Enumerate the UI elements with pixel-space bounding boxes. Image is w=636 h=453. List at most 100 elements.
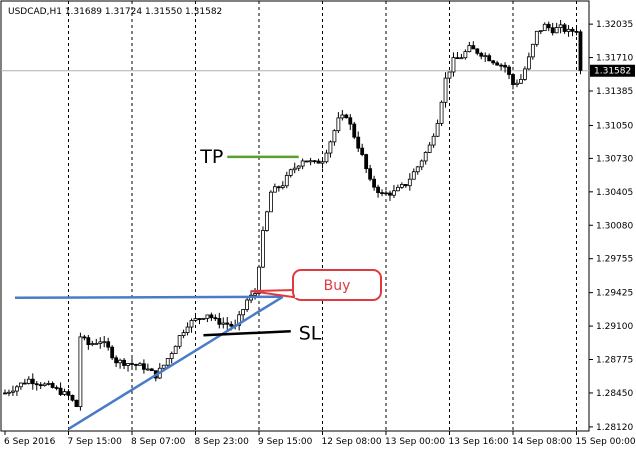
x-tick-label: 13 Sep 16:00 [449,437,509,447]
candle [419,159,424,171]
x-tick-label: 8 Sep 07:00 [131,437,186,447]
candle-body [118,359,122,364]
candle [22,378,27,385]
candle [94,338,99,345]
candle [284,171,289,189]
candle-body [435,122,440,137]
candle-body [403,184,408,187]
candle [34,380,39,391]
candle [169,351,174,364]
candle [142,359,146,374]
candle [352,121,357,140]
candle-body [392,190,396,196]
candle [558,19,563,34]
candle-body [399,184,404,188]
candle [475,48,480,56]
candles [3,19,583,411]
candle [487,53,492,62]
candle-body [550,27,555,34]
candle-body [205,314,210,319]
candle [312,160,317,164]
candle [209,312,214,322]
candle [423,151,428,165]
candle-body [304,160,309,163]
candle [550,22,555,36]
x-tick-label: 12 Sep 08:00 [322,437,382,447]
candle [384,190,388,195]
candle [205,314,210,323]
candle [138,362,142,366]
x-tick-label: 15 Sep 00:00 [576,437,636,447]
candle-body [447,71,452,79]
candle-body [443,77,448,103]
candle [530,43,535,60]
candle-body [98,341,103,344]
candle-body [42,383,47,386]
candle [114,355,119,368]
candle [245,295,249,312]
candle-body [221,322,226,325]
candle [396,184,400,192]
candle [495,60,500,66]
candle-body [237,314,242,326]
candle-body [451,57,456,73]
candle [562,23,567,34]
y-tick-label: 1.30730 [596,154,633,164]
candle [42,382,47,387]
candle-body [46,383,51,385]
candle-body [308,160,313,163]
candle-body [566,28,571,32]
candle-body [336,117,341,132]
candle [491,59,496,65]
candle-body [276,186,281,189]
candle-body [499,64,503,67]
candle-body [241,309,246,316]
candle-body [90,343,95,346]
candle [66,389,71,401]
candle-body [15,386,19,392]
candle [11,385,15,396]
candle [340,110,345,121]
candle-body [570,28,575,32]
candle-body [427,144,432,153]
candle-body [197,318,202,320]
candle-body [324,152,329,163]
chart-title: USDCAD,H1 1.31689 1.31724 1.31550 1.3158… [8,7,222,17]
candle [276,185,281,192]
candle [46,380,51,386]
candle [261,226,265,269]
candle [407,173,412,191]
candle [459,53,464,60]
buy-label: Buy [324,278,351,294]
candle-body [114,357,119,364]
x-axis: 6 Sep 2016 7 Sep 15:00 8 Sep 07:00 8 Sep 23… [4,431,636,447]
candle-body [145,368,150,371]
candle-body [149,368,154,372]
candle-body [34,383,39,386]
candle [3,389,7,395]
candle-body [193,318,198,321]
sl-label: SL [299,322,322,344]
candle-body [66,391,71,396]
candle [106,337,111,351]
candle-body [507,66,511,75]
candle-body [185,326,190,333]
candle-body [54,387,59,389]
candle-body [30,378,35,385]
candle-body [534,30,539,45]
plot-area [0,0,590,432]
candle-body [459,57,464,60]
candle-body [411,171,416,180]
candle [411,168,416,180]
buy-callout-mask [295,288,309,298]
candle [50,381,55,389]
candle [134,363,138,371]
candle [538,30,543,35]
candle [515,79,519,88]
candle-body [368,168,373,180]
candle-body [70,394,75,401]
candle [499,63,503,71]
candle-body [471,45,476,50]
candle-body [62,391,67,395]
